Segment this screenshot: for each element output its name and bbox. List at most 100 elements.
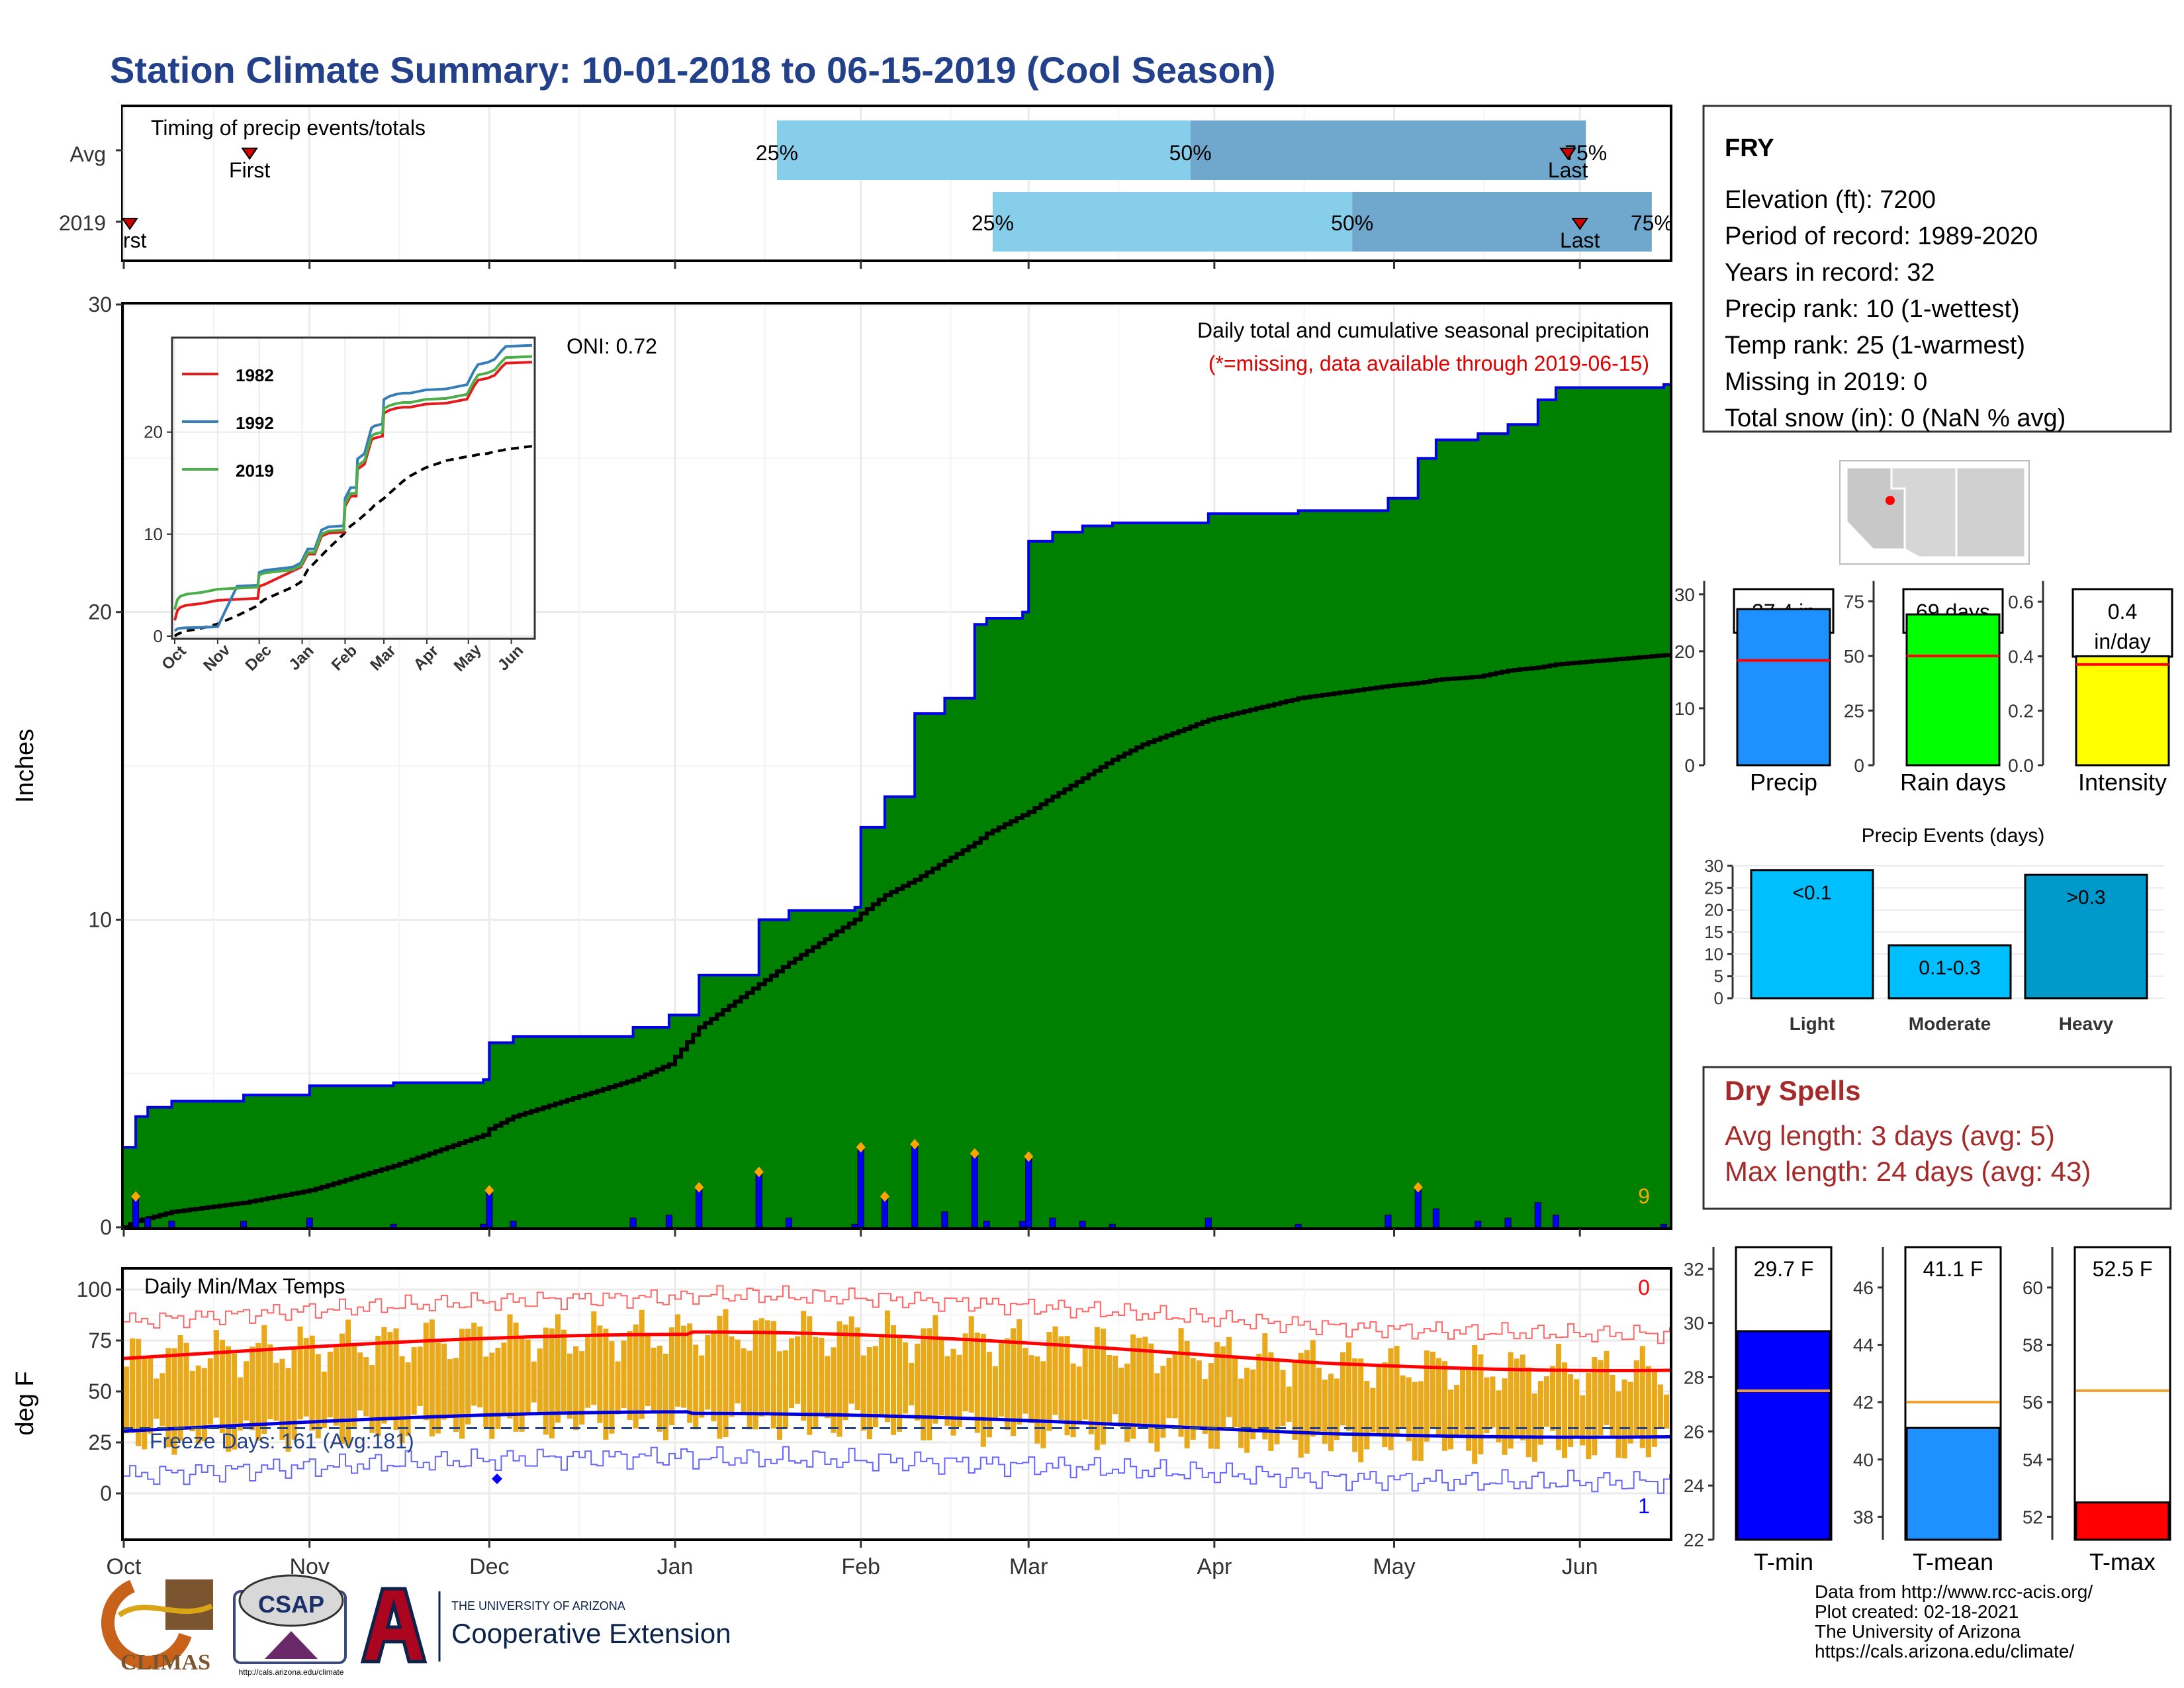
daily-temp-bar bbox=[381, 1327, 387, 1424]
csap-logo-text: CSAP bbox=[258, 1591, 324, 1618]
daily-temp-bar bbox=[933, 1315, 938, 1424]
daily-temp-bar bbox=[1537, 1381, 1543, 1445]
daily-temp-bar bbox=[609, 1341, 615, 1434]
daily-temp-bar bbox=[897, 1335, 903, 1432]
daily-temp-bar bbox=[1017, 1319, 1023, 1425]
daily-precip-bar bbox=[1414, 1187, 1422, 1228]
daily-temp-bar bbox=[668, 1327, 675, 1425]
daily-temp-bar bbox=[890, 1325, 897, 1435]
summary-bar bbox=[1736, 608, 1831, 767]
missing-annotation: (*=missing, data available through 2019-… bbox=[1208, 352, 1649, 375]
climas-logo-text: CLIMAS bbox=[120, 1650, 210, 1675]
daily-temp-bar bbox=[1160, 1366, 1166, 1438]
daily-temp-bar bbox=[591, 1311, 597, 1405]
events-ytick-label: 0 bbox=[1714, 988, 1723, 1008]
timing-avg-p25-label: 25% bbox=[756, 141, 798, 165]
daily-temp-bar bbox=[884, 1310, 890, 1423]
daily-temp-bar bbox=[1412, 1382, 1418, 1461]
timing-2019-p25-label: 25% bbox=[972, 211, 1014, 235]
summary-ytick-label: 25 bbox=[1844, 700, 1864, 721]
daily-temp-bar bbox=[1447, 1389, 1454, 1450]
temp-summary-frame bbox=[2073, 1246, 2171, 1541]
timing-2019-q2 bbox=[1352, 192, 1652, 252]
summary-ytick-label: 0.0 bbox=[2008, 755, 2034, 776]
daily-temp-bar bbox=[1496, 1390, 1502, 1442]
month-label: Jan bbox=[657, 1554, 694, 1579]
daily-temp-bar bbox=[142, 1356, 148, 1450]
daily-precip-bar bbox=[941, 1211, 948, 1228]
daily-temp-bar bbox=[1490, 1376, 1496, 1428]
daily-temp-bar bbox=[1106, 1355, 1112, 1424]
daily-temp-bar bbox=[447, 1359, 453, 1419]
daily-temp-bar bbox=[764, 1320, 770, 1414]
daily-temp-bar bbox=[1430, 1351, 1435, 1429]
daily-temp-bar bbox=[956, 1354, 962, 1427]
timing-2019-q1 bbox=[992, 192, 1353, 252]
daily-temp-bar bbox=[567, 1353, 573, 1419]
daily-temp-bar bbox=[729, 1336, 735, 1417]
csap-logo-url: http://cals.arizona.edu/climate bbox=[239, 1667, 344, 1677]
daily-temp-bar bbox=[309, 1335, 315, 1431]
events-bar bbox=[2024, 873, 2148, 1000]
daily-temp-bar bbox=[1645, 1366, 1651, 1458]
daily-temp-bar bbox=[1358, 1358, 1364, 1463]
daily-temp-bar bbox=[369, 1365, 375, 1433]
daily-temp-bar bbox=[531, 1361, 537, 1403]
station-name: FRY bbox=[1725, 134, 1774, 162]
daily-temp-bar bbox=[1100, 1329, 1106, 1445]
intensity-chart: 0.4 in/day Intensity bbox=[2071, 588, 2173, 796]
daily-temp-bar bbox=[1112, 1355, 1118, 1415]
2019-last-label: Last bbox=[1560, 228, 1600, 252]
daily-temp-bar bbox=[938, 1337, 944, 1416]
daily-temp-bar bbox=[177, 1335, 183, 1441]
daily-temp-bar bbox=[1454, 1384, 1460, 1436]
events-bar bbox=[1888, 944, 2012, 1000]
inset-series-1982 bbox=[173, 361, 532, 621]
temp-summary-ytick-label: 30 bbox=[1684, 1313, 1704, 1334]
summary-ytick-label: 0.6 bbox=[2008, 592, 2034, 612]
daily-temp-bar bbox=[1011, 1328, 1017, 1436]
daily-temp-bar bbox=[1256, 1354, 1262, 1430]
daily-temp-bar bbox=[1525, 1367, 1531, 1458]
daily-temp-bar bbox=[854, 1327, 860, 1410]
rain-days-chart: 69 days Rain days bbox=[1900, 588, 2006, 796]
daily-temp-bar bbox=[1004, 1338, 1011, 1430]
daily-temp-bar bbox=[1028, 1355, 1034, 1423]
daily-temp-bar bbox=[1130, 1334, 1136, 1439]
temp-summary-ytick-label: 44 bbox=[1853, 1335, 1874, 1356]
month-label: Apr bbox=[1197, 1554, 1232, 1579]
daily-temp-bar bbox=[333, 1347, 339, 1426]
daily-precip-bar bbox=[983, 1221, 990, 1228]
daily-temp-bar bbox=[657, 1345, 662, 1432]
daily-temp-bar bbox=[543, 1327, 549, 1435]
daily-temp-bar bbox=[1633, 1360, 1639, 1437]
events-ytick-label: 30 bbox=[1704, 856, 1723, 876]
daily-precip-bar bbox=[306, 1217, 313, 1228]
daily-temp-bar bbox=[459, 1329, 465, 1439]
daily-temp-bar bbox=[1388, 1348, 1394, 1450]
station-period: Period of record: 1989-2020 bbox=[1725, 222, 2038, 250]
daily-temp-bar bbox=[651, 1347, 657, 1412]
daily-temp-bar bbox=[1262, 1333, 1268, 1440]
summary-ytick-label: 20 bbox=[1674, 641, 1695, 662]
daily-temp-bar bbox=[1286, 1386, 1292, 1422]
daily-temp-bar bbox=[1352, 1358, 1358, 1452]
daily-temp-bar bbox=[621, 1340, 627, 1409]
daily-temp-bar bbox=[1214, 1342, 1220, 1449]
daily-precip-bar bbox=[168, 1221, 175, 1228]
timing-panel: Timing of precip events/totals Avg 2019 … bbox=[59, 105, 1673, 269]
daily-temp-bar bbox=[795, 1336, 801, 1404]
daily-temp-bar bbox=[645, 1335, 651, 1406]
daily-temp-bar bbox=[124, 1366, 130, 1434]
daily-temp-bar bbox=[1094, 1327, 1100, 1450]
precip-annotation: Daily total and cumulative seasonal prec… bbox=[1197, 318, 1649, 342]
daily-temp-bar bbox=[1274, 1358, 1280, 1444]
daily-temp-bar bbox=[1190, 1358, 1196, 1440]
daily-temp-bar bbox=[1023, 1348, 1028, 1414]
summary-ytick-label: 30 bbox=[1674, 585, 1695, 605]
daily-temp-bar bbox=[962, 1333, 968, 1411]
daily-temp-bar bbox=[267, 1344, 273, 1419]
daily-temp-bar bbox=[1604, 1350, 1610, 1425]
